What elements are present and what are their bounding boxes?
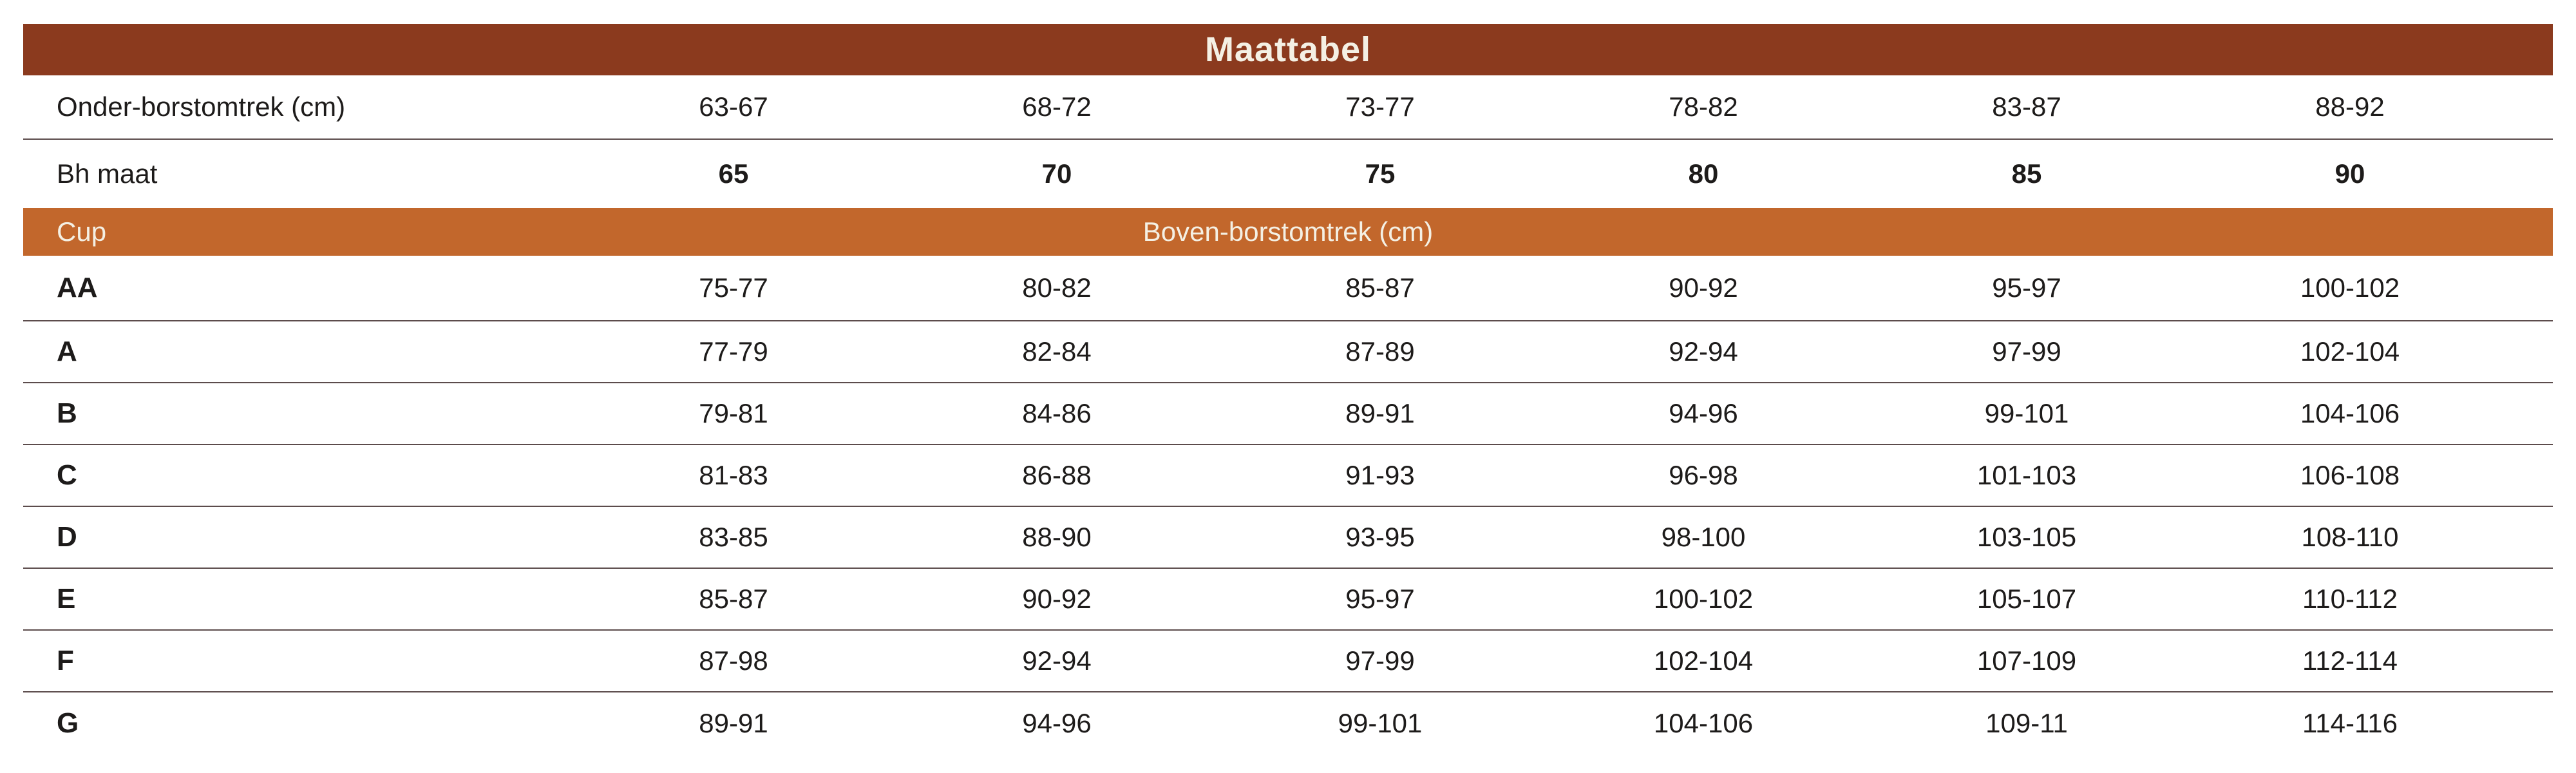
size-cell: 90-92	[1669, 272, 1738, 303]
size-cell: 80	[1688, 158, 1719, 189]
size-cell: 108-110	[2301, 522, 2399, 552]
row-underbust: Onder-borstomtrek (cm) 63-67 68-72 73-77…	[23, 75, 2553, 140]
size-cell: 97-99	[1345, 645, 1415, 676]
row-label-bra-size: Bh maat	[57, 158, 158, 189]
size-cell: 80-82	[1022, 272, 1092, 303]
size-cell: 114-116	[2302, 708, 2398, 738]
overbust-span-label: Boven-borstomtrek (cm)	[1142, 216, 1434, 247]
cup-row-f: F 87-98 92-94 97-99 102-104 107-109 112-…	[23, 631, 2553, 692]
size-cell: 85	[2011, 158, 2042, 189]
size-cell: 83-85	[699, 522, 768, 552]
row-spacer	[2512, 599, 2553, 600]
size-cell: 77-79	[699, 336, 768, 367]
cup-letter-cell: E	[57, 583, 76, 615]
cup-row-b: B 79-81 84-86 89-91 94-96 99-101 104-106	[23, 383, 2553, 445]
size-cell: 99-101	[1338, 708, 1423, 738]
size-cell: 99-101	[1984, 398, 2069, 428]
size-cell: 95-97	[1992, 272, 2061, 303]
size-cell: 92-94	[1669, 336, 1738, 367]
size-cell: 79-81	[699, 398, 768, 428]
cup-letter-cell: AA	[57, 272, 98, 303]
size-cell: 102-104	[2300, 336, 2400, 367]
size-cell: 81-83	[699, 460, 768, 490]
cup-letter-cell: D	[57, 521, 77, 553]
table-title-bar: Maattabel	[23, 24, 2553, 75]
size-cell: 107-109	[1976, 645, 2077, 676]
size-cell: 85-87	[699, 584, 768, 614]
row-spacer	[2512, 475, 2553, 476]
size-cell: 106-108	[2300, 460, 2400, 490]
size-cell: 101-103	[1976, 460, 2077, 490]
size-cell: 93-95	[1345, 522, 1415, 552]
size-table: Maattabel Onder-borstomtrek (cm) 63-67 6…	[23, 24, 2553, 754]
cup-header-bar: Cup Boven-borstomtrek (cm)	[23, 208, 2553, 256]
size-cell: 102-104	[1653, 645, 1754, 676]
size-cell: 105-107	[1976, 584, 2077, 614]
row-spacer	[2512, 107, 2553, 108]
size-cell: 78-82	[1669, 91, 1738, 122]
cup-row-a: A 77-79 82-84 87-89 92-94 97-99 102-104	[23, 321, 2553, 383]
size-cell: 73-77	[1345, 91, 1415, 122]
size-cell: 85-87	[1345, 272, 1415, 303]
size-cell: 97-99	[1992, 336, 2061, 367]
size-cell: 88-92	[2315, 91, 2385, 122]
size-cell: 98-100	[1661, 522, 1746, 552]
size-cell: 87-89	[1345, 336, 1415, 367]
row-spacer	[2512, 537, 2553, 538]
size-cell: 94-96	[1022, 708, 1092, 738]
size-cell: 68-72	[1022, 91, 1092, 122]
row-spacer	[2512, 174, 2553, 175]
size-cell: 75	[1365, 158, 1396, 189]
size-cell: 63-67	[699, 91, 768, 122]
size-cell: 92-94	[1022, 645, 1092, 676]
size-cell: 90	[2334, 158, 2365, 189]
size-cell: 87-98	[699, 645, 768, 676]
cup-row-aa: AA 75-77 80-82 85-87 90-92 95-97 100-102	[23, 256, 2553, 321]
size-cell: 91-93	[1345, 460, 1415, 490]
size-cell: 84-86	[1022, 398, 1092, 428]
size-cell: 110-112	[2302, 584, 2398, 614]
size-cell: 94-96	[1669, 398, 1738, 428]
row-spacer	[2512, 723, 2553, 724]
cup-letter-cell: F	[57, 645, 74, 676]
size-cell: 109-11	[1985, 708, 2068, 738]
size-cell: 103-105	[1976, 522, 2077, 552]
cup-row-c: C 81-83 86-88 91-93 96-98 101-103 106-10…	[23, 445, 2553, 507]
size-cell: 70	[1041, 158, 1072, 189]
cup-column-label: Cup	[57, 216, 107, 247]
size-cell: 100-102	[1653, 584, 1754, 614]
size-cell: 89-91	[699, 708, 768, 738]
size-cell: 104-106	[1653, 708, 1754, 738]
cup-row-e: E 85-87 90-92 95-97 100-102 105-107 110-…	[23, 569, 2553, 631]
size-cell: 75-77	[699, 272, 768, 303]
size-cell: 90-92	[1022, 584, 1092, 614]
cup-letter-cell: G	[57, 707, 79, 739]
cup-letter-cell: C	[57, 459, 77, 491]
size-cell: 82-84	[1022, 336, 1092, 367]
size-cell: 83-87	[1992, 91, 2061, 122]
size-cell: 96-98	[1669, 460, 1738, 490]
size-cell: 104-106	[2300, 398, 2400, 428]
cup-row-g: G 89-91 94-96 99-101 104-106 109-11 114-…	[23, 692, 2553, 754]
row-label-underbust: Onder-borstomtrek (cm)	[57, 91, 346, 122]
size-cell: 86-88	[1022, 460, 1092, 490]
cup-row-d: D 83-85 88-90 93-95 98-100 103-105 108-1…	[23, 507, 2553, 569]
size-cell: 65	[718, 158, 749, 189]
row-bra-size: Bh maat 65 70 75 80 85 90	[23, 140, 2553, 208]
size-cell: 95-97	[1345, 584, 1415, 614]
size-cell: 89-91	[1345, 398, 1415, 428]
cup-letter-cell: B	[57, 397, 77, 429]
cup-letter-cell: A	[57, 336, 77, 367]
table-title: Maattabel	[1204, 30, 1372, 69]
row-spacer	[2512, 661, 2553, 662]
row-spacer	[2512, 288, 2553, 289]
size-cell: 100-102	[2300, 272, 2400, 303]
size-cell: 88-90	[1022, 522, 1092, 552]
size-cell: 112-114	[2302, 645, 2398, 676]
